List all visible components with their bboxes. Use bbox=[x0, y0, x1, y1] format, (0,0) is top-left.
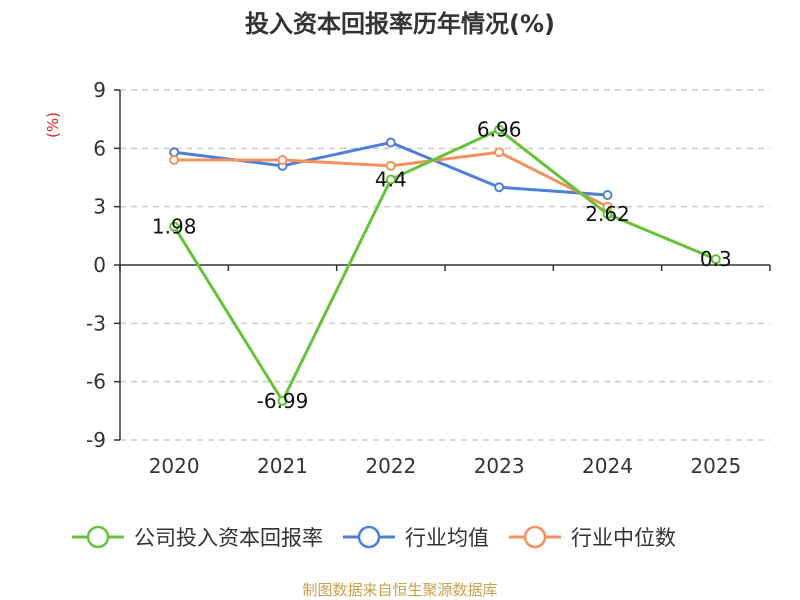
x-tick-label: 2023 bbox=[474, 454, 525, 478]
data-point bbox=[494, 124, 505, 135]
legend-item-1: 行业均值 bbox=[343, 525, 489, 550]
y-axis-unit: (%) bbox=[44, 112, 62, 138]
data-label: 6.96 bbox=[477, 118, 522, 142]
legend-item-0: 公司投入资本回报率 bbox=[72, 525, 323, 550]
data-point bbox=[385, 174, 396, 185]
series-0 bbox=[169, 124, 721, 406]
y-tick-label: -6 bbox=[86, 370, 106, 394]
data-point bbox=[277, 155, 288, 165]
axes: 9 6 3 0 -3 -6 -9 2020 2021 2022 2023 2024 2025 bbox=[86, 78, 771, 478]
x-tick-label: 2020 bbox=[149, 454, 200, 478]
legend-marker bbox=[357, 525, 381, 549]
y-tick-label: 9 bbox=[93, 78, 106, 102]
data-label: -6.99 bbox=[257, 389, 309, 413]
x-tick-label: 2021 bbox=[257, 454, 308, 478]
legend-marker bbox=[523, 525, 547, 549]
y-tick-label: 0 bbox=[93, 253, 106, 277]
data-point bbox=[169, 221, 180, 232]
series-line bbox=[172, 128, 717, 403]
series-2 bbox=[169, 147, 613, 212]
data-point bbox=[385, 160, 396, 171]
legend-marker bbox=[86, 525, 110, 549]
data-point bbox=[710, 254, 721, 265]
legend-label: 行业中位数 bbox=[571, 526, 676, 550]
series-lines bbox=[169, 124, 721, 406]
chart-title: 投入资本回报率历年情况(%) bbox=[245, 10, 555, 38]
data-point bbox=[602, 209, 613, 220]
y-tick-label: -9 bbox=[86, 428, 106, 452]
source-note: 制图数据来自恒生聚源数据库 bbox=[302, 581, 497, 599]
data-point bbox=[169, 155, 180, 165]
grid-lines bbox=[120, 89, 770, 441]
data-point bbox=[494, 147, 505, 158]
y-tick-label: 6 bbox=[93, 136, 106, 160]
legend-label: 公司投入资本回报率 bbox=[134, 526, 323, 550]
legend-label: 行业均值 bbox=[405, 526, 489, 550]
data-point bbox=[494, 182, 505, 193]
data-label: 2.62 bbox=[585, 202, 630, 226]
data-label: 0.3 bbox=[700, 247, 732, 271]
data-point bbox=[277, 395, 288, 406]
y-tick-label: 3 bbox=[93, 195, 106, 219]
y-tick-label: -3 bbox=[86, 311, 106, 335]
data-label: 4.4 bbox=[375, 167, 407, 191]
legend-item-2: 行业中位数 bbox=[509, 525, 676, 550]
data-point bbox=[602, 190, 613, 200]
x-tick-label: 2025 bbox=[690, 454, 741, 478]
x-tick-label: 2024 bbox=[582, 454, 633, 478]
data-labels: 1.98 -6.99 4.4 6.96 2.62 0.3 bbox=[152, 118, 732, 413]
x-tick-label: 2022 bbox=[365, 454, 416, 478]
data-label: 1.98 bbox=[152, 215, 197, 239]
legend: 公司投入资本回报率 行业均值 行业中位数 bbox=[72, 525, 676, 550]
data-point bbox=[385, 137, 396, 148]
